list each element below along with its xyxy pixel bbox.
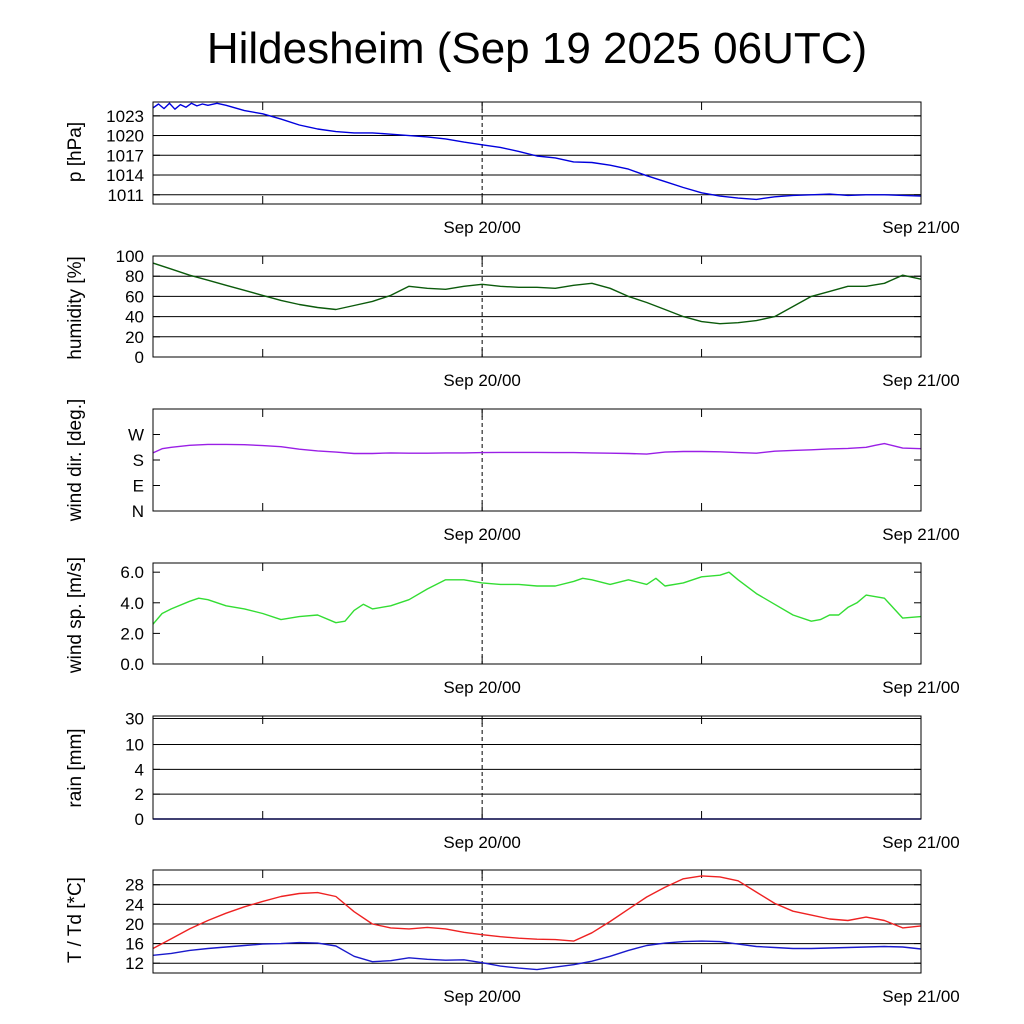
x-tick-label: Sep 21/00 bbox=[882, 525, 960, 544]
chart-title: Hildesheim (Sep 19 2025 06UTC) bbox=[206, 24, 868, 73]
x-tick-label: Sep 21/00 bbox=[882, 678, 960, 697]
plot-frame bbox=[152, 255, 922, 358]
y-tick-label: 0.0 bbox=[120, 655, 144, 674]
y-tick-label: 4.0 bbox=[120, 594, 144, 613]
y-tick-label: 1020 bbox=[106, 127, 144, 146]
y-tick-label: 16 bbox=[125, 935, 144, 954]
y-tick-label: N bbox=[132, 502, 144, 521]
x-tick-label: Sep 20/00 bbox=[443, 987, 521, 1006]
x-tick-label: Sep 21/00 bbox=[882, 218, 960, 237]
y-axis-label: humidity [%] bbox=[65, 256, 86, 359]
series-line-dewpoint bbox=[152, 940, 922, 971]
x-tick-label: Sep 20/00 bbox=[443, 371, 521, 390]
y-tick-label: W bbox=[128, 426, 144, 445]
y-tick-label: 10 bbox=[125, 736, 144, 755]
y-tick-label: 60 bbox=[125, 287, 144, 306]
y-tick-label: 1023 bbox=[106, 107, 144, 126]
y-tick-label: 40 bbox=[125, 308, 144, 327]
x-tick-label: Sep 21/00 bbox=[882, 833, 960, 852]
y-tick-label: 2 bbox=[135, 785, 144, 804]
y-tick-label: 12 bbox=[125, 954, 144, 973]
y-tick-label: 20 bbox=[125, 915, 144, 934]
y-tick-label: 28 bbox=[125, 876, 144, 895]
y-axis-label: wind dir. [deg.] bbox=[65, 399, 86, 523]
x-tick-label: Sep 20/00 bbox=[443, 218, 521, 237]
y-tick-label: 30 bbox=[125, 709, 144, 728]
y-tick-label: 1014 bbox=[106, 166, 144, 185]
y-tick-label: 2.0 bbox=[120, 624, 144, 643]
y-tick-label: 1011 bbox=[107, 186, 144, 205]
series-line-temperature bbox=[152, 875, 922, 950]
plot-frame bbox=[152, 101, 922, 205]
series-line-humidity bbox=[152, 262, 922, 325]
x-tick-label: Sep 20/00 bbox=[443, 833, 521, 852]
y-tick-label: 0 bbox=[135, 810, 144, 829]
y-tick-label: 4 bbox=[135, 760, 144, 779]
y-axis-label: wind sp. [m/s] bbox=[65, 557, 86, 674]
y-tick-label: 100 bbox=[116, 247, 144, 266]
plot-frame bbox=[152, 562, 922, 665]
x-tick-label: Sep 20/00 bbox=[443, 525, 521, 544]
y-axis-label: rain [mm] bbox=[65, 728, 86, 807]
y-tick-label: E bbox=[133, 477, 144, 496]
series-line-wind-speed bbox=[152, 571, 922, 625]
y-tick-label: 1017 bbox=[106, 146, 144, 165]
y-axis-label: T / Td [*C] bbox=[65, 877, 86, 963]
plot-frame bbox=[152, 715, 922, 820]
series-line-wind-dir bbox=[152, 442, 922, 455]
x-tick-label: Sep 21/00 bbox=[882, 371, 960, 390]
y-tick-label: 6.0 bbox=[120, 563, 144, 582]
plot-frame bbox=[152, 869, 922, 974]
plot-frame bbox=[152, 408, 922, 512]
y-tick-label: 24 bbox=[125, 895, 144, 914]
x-tick-label: Sep 20/00 bbox=[443, 678, 521, 697]
y-tick-label: S bbox=[133, 451, 144, 470]
y-tick-label: 80 bbox=[125, 267, 144, 286]
y-tick-label: 20 bbox=[125, 328, 144, 347]
x-tick-label: Sep 21/00 bbox=[882, 987, 960, 1006]
y-tick-label: 0 bbox=[135, 348, 144, 367]
y-axis-label: p [hPa] bbox=[65, 122, 86, 182]
series-line-pressure bbox=[152, 102, 922, 201]
